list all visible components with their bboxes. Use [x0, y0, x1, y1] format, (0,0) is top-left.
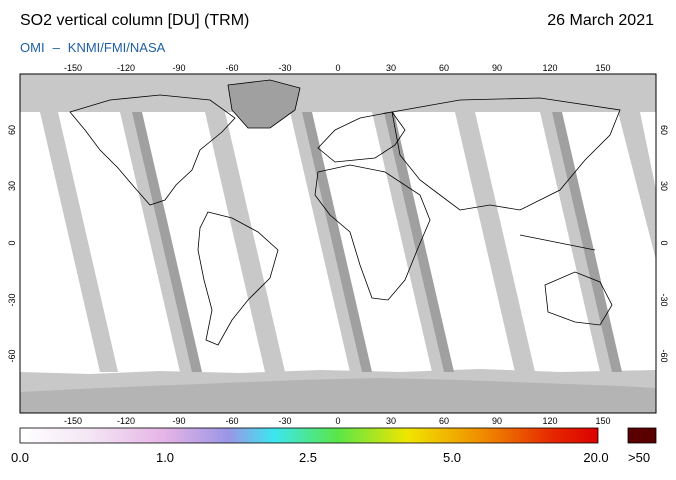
- lat-tick-left: -60: [7, 349, 17, 362]
- lon-tick-bottom: 30: [386, 416, 396, 426]
- lat-tick-left: 0: [7, 240, 17, 245]
- credit-instrument: OMI: [20, 40, 45, 55]
- data-credit: OMI – KNMI/FMI/NASA: [20, 40, 165, 55]
- colorbar-over-swatch: [627, 427, 657, 444]
- lat-ticks-right: 60 30 0 -30 -60: [659, 125, 669, 363]
- australia-outline: [544, 271, 613, 326]
- lat-tick-right: -60: [659, 349, 669, 362]
- credit-separator: –: [52, 40, 60, 55]
- colorbar-label: 20.0: [583, 450, 609, 465]
- africa-outline: [314, 164, 431, 301]
- lon-tick-bottom: -120: [117, 416, 135, 426]
- lon-tick-top: 0: [335, 63, 340, 73]
- lat-tick-right: 60: [659, 125, 669, 135]
- lon-ticks-top: -150 -120 -90 -60 -30 0 30 60 90 120 150: [64, 63, 611, 73]
- asia-outline: [391, 97, 621, 211]
- lon-tick-bottom: 60: [439, 416, 449, 426]
- colorbar-label: 1.0: [155, 450, 175, 465]
- continent-outlines: [69, 79, 621, 346]
- lon-tick-bottom: -60: [225, 416, 238, 426]
- colorbar-over-label: >50: [628, 450, 651, 465]
- map-frame: [19, 73, 657, 414]
- orbit-swath-edges: [132, 112, 622, 372]
- lon-tick-top: 90: [492, 63, 502, 73]
- lon-tick-top: 120: [542, 63, 557, 73]
- lon-tick-bottom: 0: [335, 416, 340, 426]
- europe-outline: [317, 111, 406, 163]
- lon-tick-bottom: -150: [64, 416, 82, 426]
- north-polar-nodata: [20, 74, 656, 112]
- lon-tick-top: -60: [225, 63, 238, 73]
- lon-tick-bottom: 150: [595, 416, 610, 426]
- antarctica-shade: [20, 378, 656, 413]
- lat-tick-right: -30: [659, 293, 669, 306]
- lon-tick-bottom: -30: [278, 416, 291, 426]
- lon-tick-top: 60: [439, 63, 449, 73]
- lon-tick-top: -150: [64, 63, 82, 73]
- lat-tick-left: 30: [7, 181, 17, 191]
- map-date: 26 March 2021: [547, 12, 654, 29]
- lon-tick-top: -90: [172, 63, 185, 73]
- map-title: SO2 vertical column [DU] (TRM): [20, 12, 250, 29]
- lat-tick-right: 0: [659, 240, 669, 245]
- lat-tick-left: -30: [7, 293, 17, 306]
- lon-ticks-bottom: -150 -120 -90 -60 -30 0 30 60 90 120 150: [64, 416, 611, 426]
- lon-tick-bottom: 120: [542, 416, 557, 426]
- lon-tick-bottom: -90: [172, 416, 185, 426]
- indonesia-outline: [519, 234, 596, 251]
- lon-tick-top: -120: [117, 63, 135, 73]
- lat-ticks-left: 60 30 0 -30 -60: [7, 125, 17, 363]
- lon-tick-top: 150: [595, 63, 610, 73]
- lat-tick-left: 60: [7, 125, 17, 135]
- lon-tick-top: 30: [386, 63, 396, 73]
- colorbar-label: 5.0: [442, 450, 462, 465]
- north-america-outline: [69, 94, 236, 206]
- colorbar: [19, 427, 599, 444]
- colorbar-label: 2.5: [298, 450, 318, 465]
- south-america-outline: [197, 211, 279, 346]
- lon-tick-bottom: 90: [492, 416, 502, 426]
- lon-tick-top: -30: [278, 63, 291, 73]
- credit-organizations: KNMI/FMI/NASA: [67, 40, 166, 55]
- lat-tick-right: 30: [659, 181, 669, 191]
- colorbar-label: 0.0: [10, 450, 30, 465]
- greenland-outline: [227, 79, 301, 129]
